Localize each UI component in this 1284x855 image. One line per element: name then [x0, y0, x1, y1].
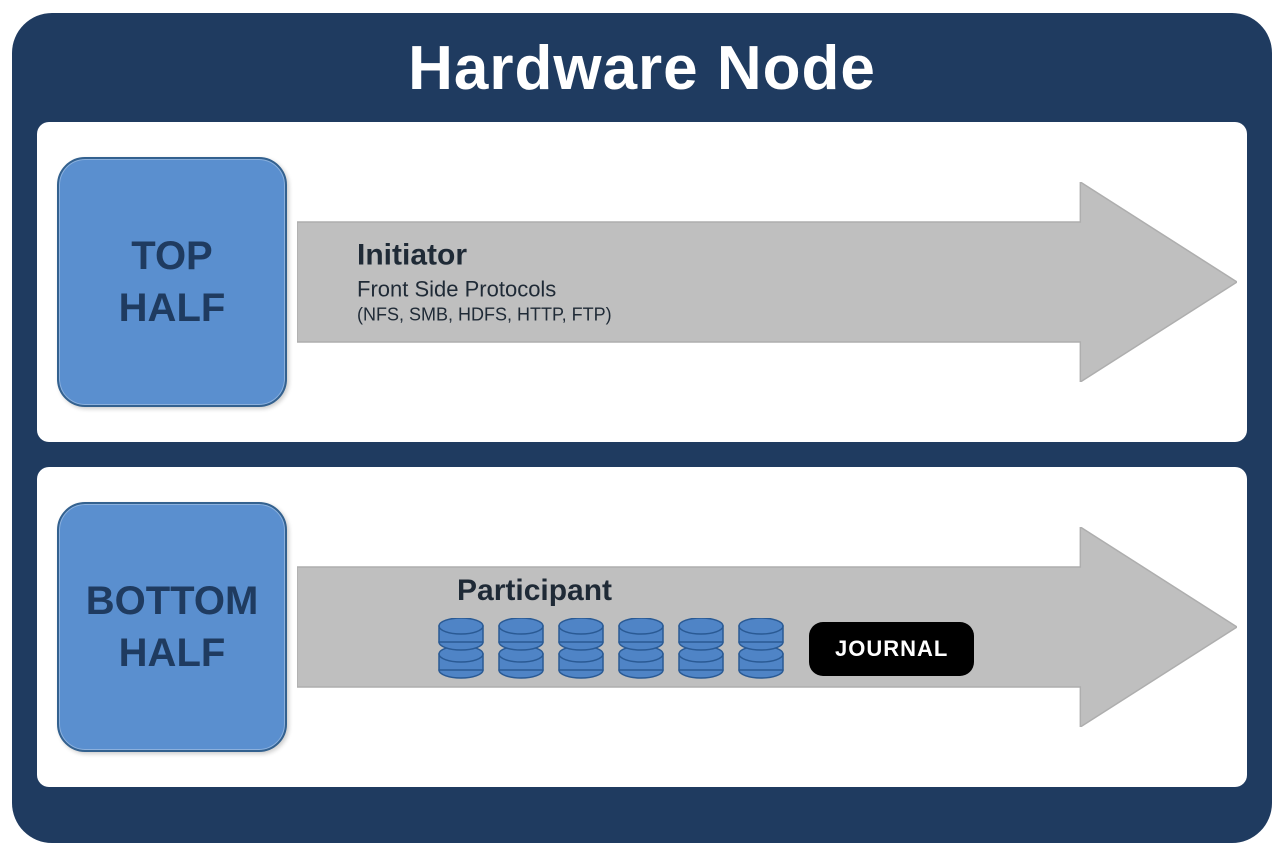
- diagram-title: Hardware Node: [37, 33, 1247, 104]
- top-half-box: TOP HALF: [57, 157, 287, 407]
- bottom-half-label-2: HALF: [119, 627, 226, 679]
- top-half-label-2: HALF: [119, 282, 226, 334]
- bottom-half-label-1: BOTTOM: [86, 575, 259, 627]
- disk-icon: [677, 618, 725, 680]
- participant-heading: Participant: [457, 574, 1077, 608]
- disk-icon: [437, 618, 485, 680]
- initiator-detail: (NFS, SMB, HDFS, HTTP, FTP): [357, 304, 1077, 325]
- top-half-label-1: TOP: [131, 230, 213, 282]
- disk-icon: [737, 618, 785, 680]
- top-half-panel: TOP HALF Initiator Front Side Protocols …: [37, 122, 1247, 442]
- bottom-arrow-content: Participant JOURNAL: [437, 574, 1077, 680]
- disk-icon: [617, 618, 665, 680]
- top-arrow-content: Initiator Front Side Protocols (NFS, SMB…: [357, 238, 1077, 325]
- journal-box: JOURNAL: [809, 622, 974, 676]
- hardware-node-frame: Hardware Node TOP HALF Initiator Front S…: [12, 13, 1272, 843]
- bottom-half-box: BOTTOM HALF: [57, 502, 287, 752]
- participant-icons-row: JOURNAL: [437, 618, 1077, 680]
- bottom-half-panel: BOTTOM HALF Participant JOURNAL: [37, 467, 1247, 787]
- disk-icon: [497, 618, 545, 680]
- initiator-subheading: Front Side Protocols: [357, 276, 1077, 302]
- initiator-heading: Initiator: [357, 238, 1077, 272]
- disk-icon: [557, 618, 605, 680]
